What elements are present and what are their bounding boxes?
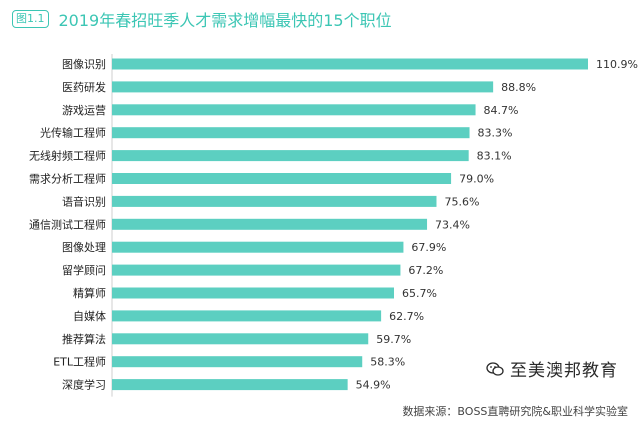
bar xyxy=(112,218,428,230)
bar xyxy=(112,81,494,93)
value-label: 67.9% xyxy=(411,241,446,254)
value-label: 59.7% xyxy=(376,333,411,346)
value-label: 54.9% xyxy=(356,379,391,392)
bar xyxy=(112,241,404,253)
category-label: 推荐算法 xyxy=(62,332,106,346)
value-label: 65.7% xyxy=(402,287,437,300)
category-label: 游戏运营 xyxy=(62,103,106,117)
bar xyxy=(112,150,469,162)
category-label: 光传输工程师 xyxy=(40,126,106,140)
bar xyxy=(112,333,369,345)
category-label: 无线射频工程师 xyxy=(29,149,106,163)
bar xyxy=(112,104,476,116)
category-label: 通信测试工程师 xyxy=(29,218,106,231)
chart-title: 2019年春招旺季人才需求增幅最快的15个职位 xyxy=(58,11,392,30)
chart-header: 图1.1 2019年春招旺季人才需求增幅最快的15个职位 xyxy=(12,6,392,32)
category-label: 语音识别 xyxy=(62,194,106,208)
value-label: 62.7% xyxy=(389,310,424,323)
watermark-text: 至美澳邦教育 xyxy=(510,361,618,381)
value-label: 79.0% xyxy=(459,173,494,186)
category-label: 图像识别 xyxy=(62,58,106,71)
category-label: 深度学习 xyxy=(62,378,106,392)
category-label: 精算师 xyxy=(73,286,106,300)
bar xyxy=(112,310,382,322)
bar xyxy=(112,264,401,276)
value-label: 83.1% xyxy=(477,150,512,163)
value-label: 75.6% xyxy=(444,195,479,208)
bar xyxy=(112,173,452,184)
bar-chart: 图像识别 110.9% 医药研发 88.8% 游戏运营 84.7% 光传输工程师 83.3% 无… xyxy=(29,54,638,397)
value-label: 110.9% xyxy=(596,58,638,71)
bar xyxy=(112,379,348,391)
figure-badge: 图1.1 xyxy=(12,10,49,28)
bar xyxy=(112,195,437,207)
category-label: ETL工程师 xyxy=(53,356,106,369)
data-source: 数据来源：BOSS直聘研究院&职业科学实验室 xyxy=(402,405,628,418)
category-label: 图像处理 xyxy=(62,241,106,254)
watermark: 至美澳邦教育 xyxy=(486,356,618,381)
value-label: 67.2% xyxy=(408,264,443,277)
category-label: 医药研发 xyxy=(62,80,106,94)
category-label: 留学顾问 xyxy=(62,263,106,277)
value-label: 58.3% xyxy=(370,356,405,369)
bar xyxy=(112,287,394,299)
bar xyxy=(112,58,588,70)
category-label: 需求分析工程师 xyxy=(29,172,106,186)
wechat-icon xyxy=(486,361,504,376)
bar xyxy=(112,127,470,139)
value-label: 88.8% xyxy=(501,81,536,94)
value-label: 84.7% xyxy=(484,104,519,117)
bar xyxy=(112,356,363,368)
value-label: 83.3% xyxy=(478,127,513,140)
category-label: 自媒体 xyxy=(73,309,106,323)
value-label: 73.4% xyxy=(435,218,470,231)
